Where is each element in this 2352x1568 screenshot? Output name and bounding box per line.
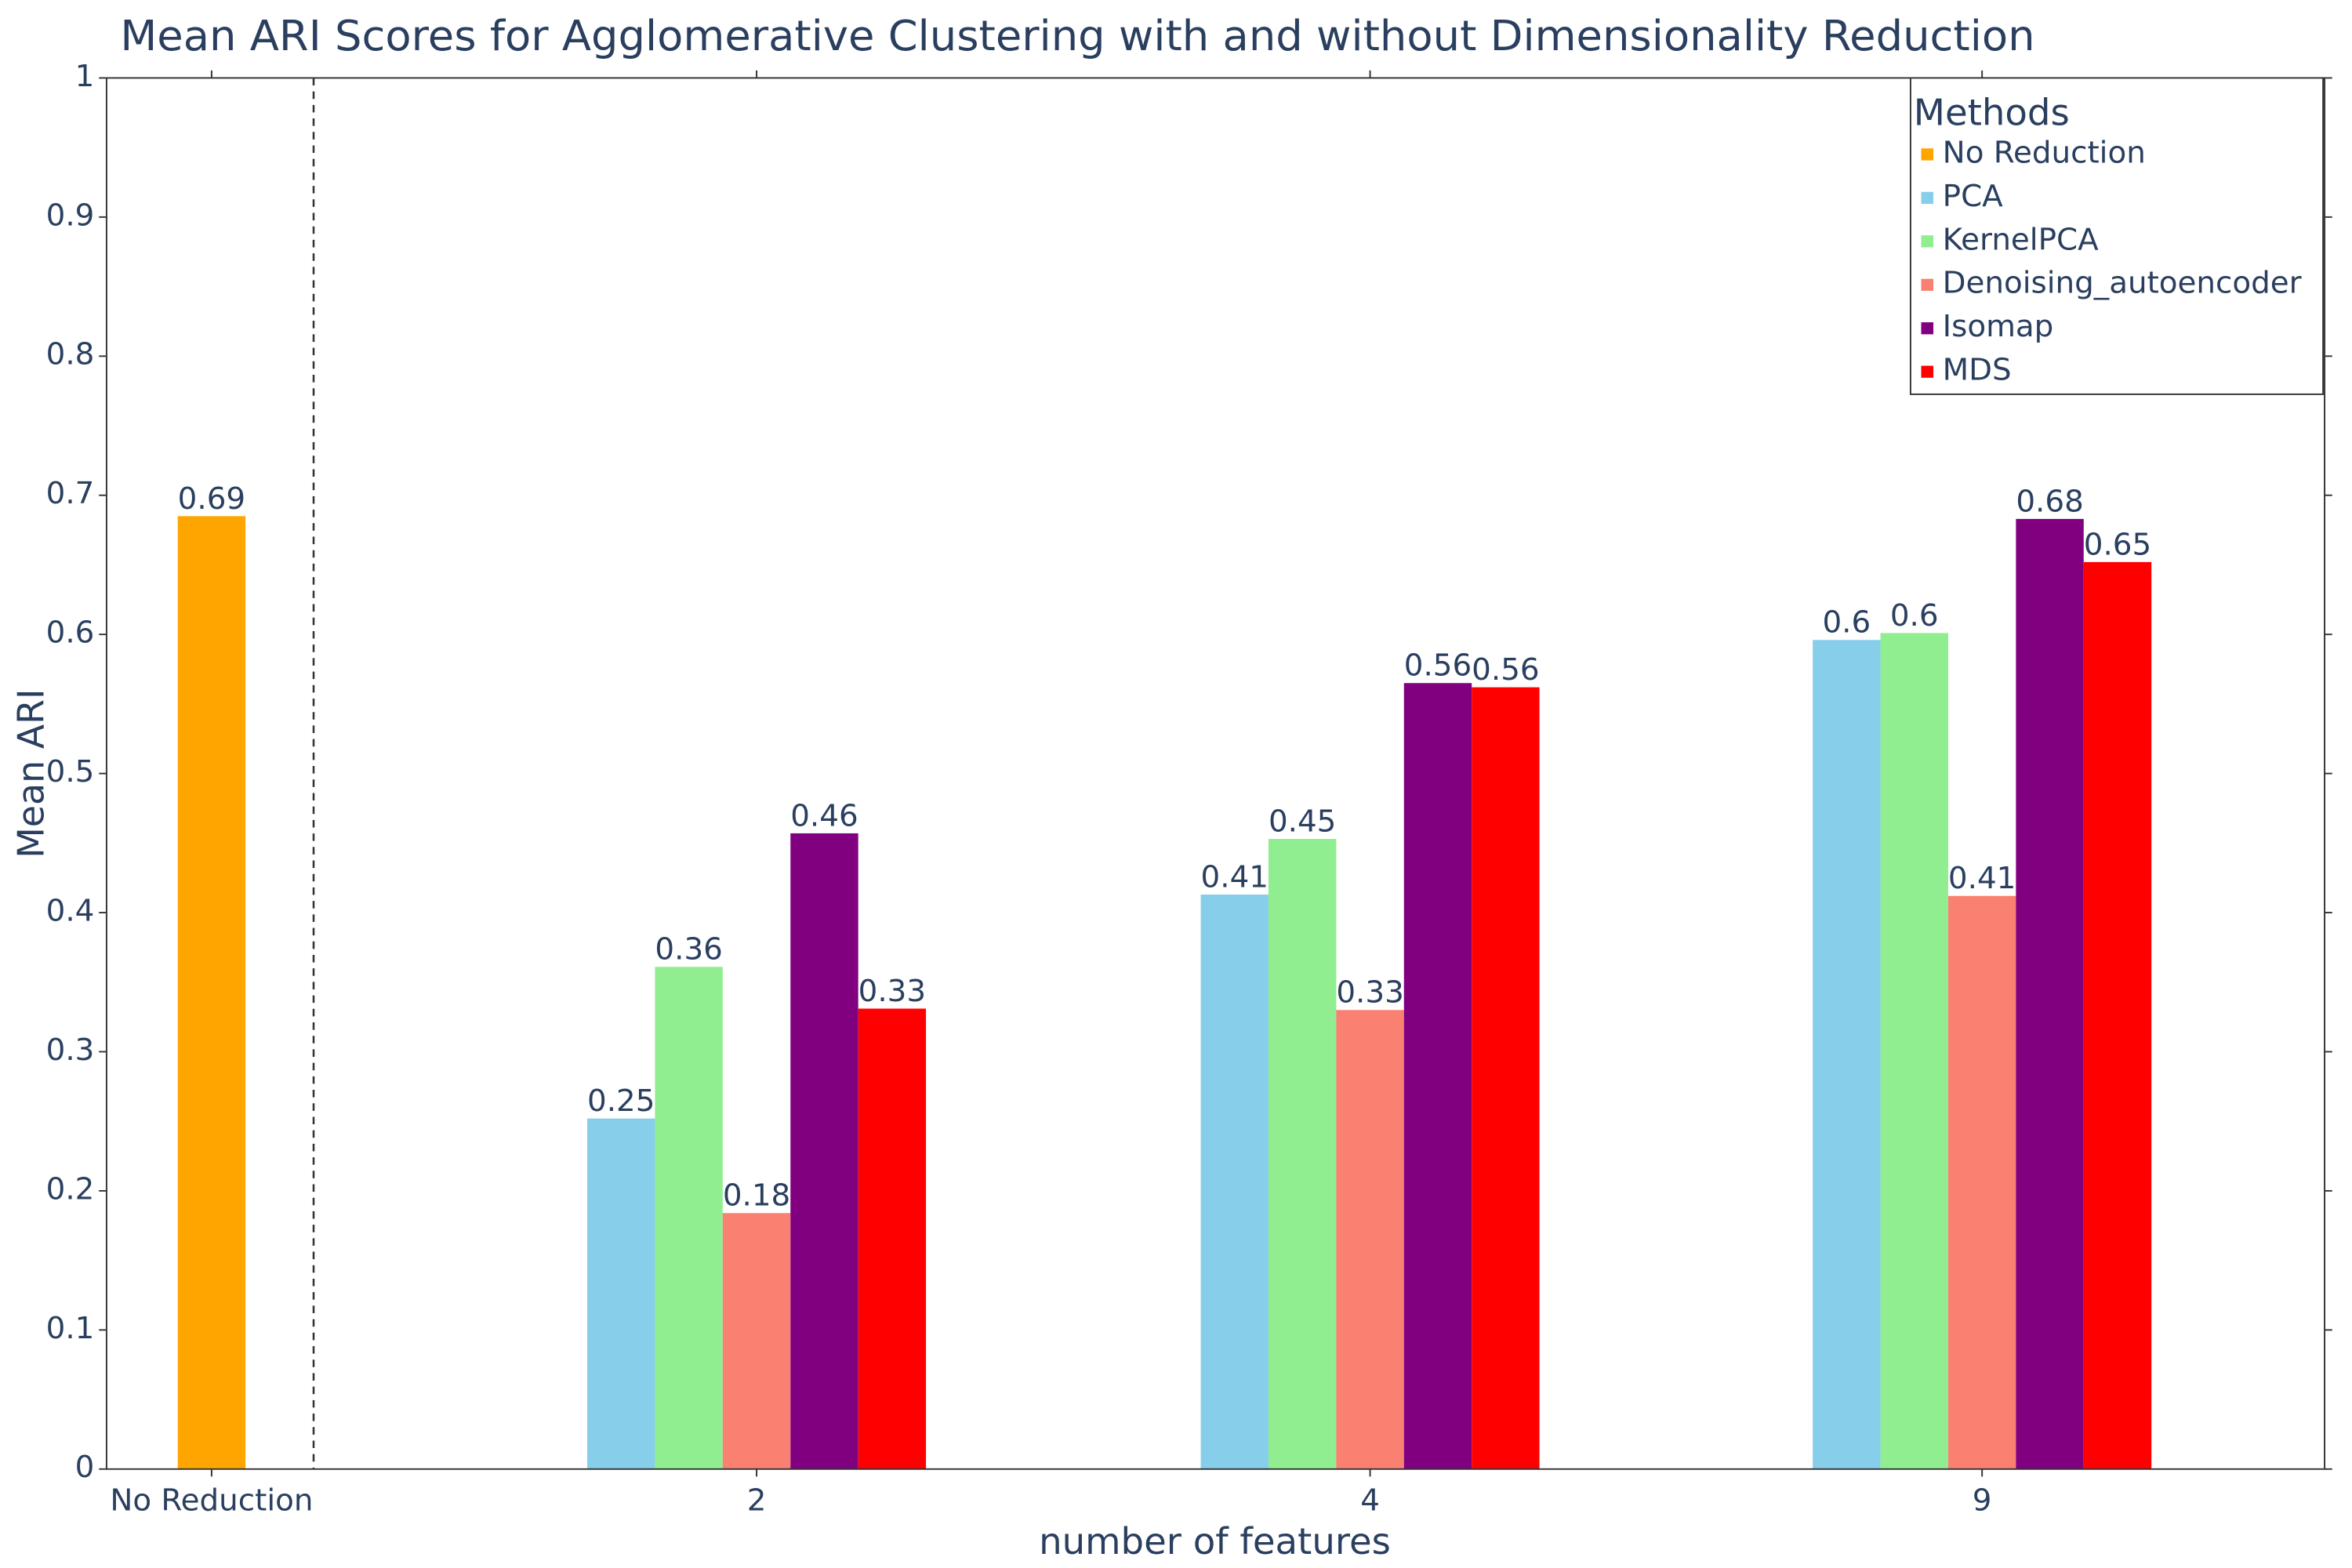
value-label: 0.41 [1201, 860, 1269, 895]
legend-swatch [1921, 278, 1934, 291]
bar [1947, 895, 2016, 1469]
plot-frame [105, 77, 2326, 1470]
value-label: 0.45 [1269, 804, 1336, 840]
bar [858, 1008, 927, 1469]
y-tick-label: 1 [75, 59, 95, 94]
bar [177, 516, 246, 1469]
y-tick-label: 0.2 [46, 1172, 95, 1207]
value-label: 0.69 [178, 481, 245, 517]
bar [1268, 839, 1337, 1469]
x-axis-label: number of features [1039, 1520, 1391, 1563]
y-tick-label: 0.8 [46, 337, 95, 372]
y-tick-label: 0.3 [46, 1033, 95, 1068]
legend-label: Isomap [1943, 309, 2054, 344]
legend-swatch [1921, 365, 1934, 378]
bar [587, 1118, 655, 1469]
legend-box [1909, 77, 2325, 395]
value-label: 0.18 [723, 1178, 790, 1214]
legend-swatch [1921, 235, 1934, 248]
x-tick-label: 4 [1360, 1483, 1380, 1519]
y-tick-label: 0.9 [46, 198, 95, 234]
bar [2083, 561, 2152, 1469]
value-label: 0.25 [587, 1083, 655, 1119]
bar [1880, 633, 1948, 1469]
y-axis-label: Mean ARI [9, 688, 52, 858]
x-tick-label: No Reduction [110, 1483, 313, 1519]
bar [722, 1213, 791, 1469]
legend-swatch [1921, 191, 1934, 205]
value-label: 0.65 [2084, 528, 2151, 563]
y-tick-label: 0.7 [46, 476, 95, 511]
bar [655, 967, 723, 1469]
y-tick-label: 0.6 [46, 615, 95, 651]
legend-swatch [1921, 322, 1934, 335]
value-label: 0.46 [790, 799, 858, 834]
value-label: 0.6 [1822, 605, 1871, 641]
legend-label: No Reduction [1943, 136, 2146, 171]
legend-swatch [1921, 148, 1934, 161]
value-label: 0.41 [1948, 861, 2016, 896]
bar [2016, 518, 2084, 1469]
x-tick-label: 2 [747, 1483, 767, 1519]
bar [790, 833, 858, 1469]
value-label: 0.56 [1472, 652, 1539, 688]
legend-label: PCA [1943, 179, 2004, 214]
value-label: 0.33 [1336, 975, 1403, 1011]
y-tick-label: 0.4 [46, 894, 95, 929]
y-tick-label: 0.5 [46, 754, 95, 789]
y-tick-label: 0.1 [46, 1311, 95, 1346]
value-label: 0.56 [1404, 648, 1472, 684]
legend-title: Methods [1914, 92, 2070, 134]
bar [1336, 1010, 1404, 1469]
bar [1200, 894, 1269, 1469]
bar [1472, 687, 1540, 1469]
legend-label: Denoising_autoencoder [1943, 266, 2302, 301]
value-label: 0.6 [1890, 598, 1939, 633]
value-label: 0.68 [2016, 485, 2083, 520]
value-label: 0.33 [858, 974, 926, 1009]
value-label: 0.36 [655, 932, 722, 967]
legend-label: KernelPCA [1943, 223, 2100, 258]
bar [1403, 683, 1472, 1469]
bar [1813, 640, 1881, 1469]
x-tick-label: 9 [1973, 1483, 1992, 1519]
y-tick-label: 0 [75, 1450, 95, 1485]
chart-title: Mean ARI Scores for Agglomerative Cluste… [120, 12, 2034, 61]
legend-label: MDS [1943, 353, 2012, 388]
